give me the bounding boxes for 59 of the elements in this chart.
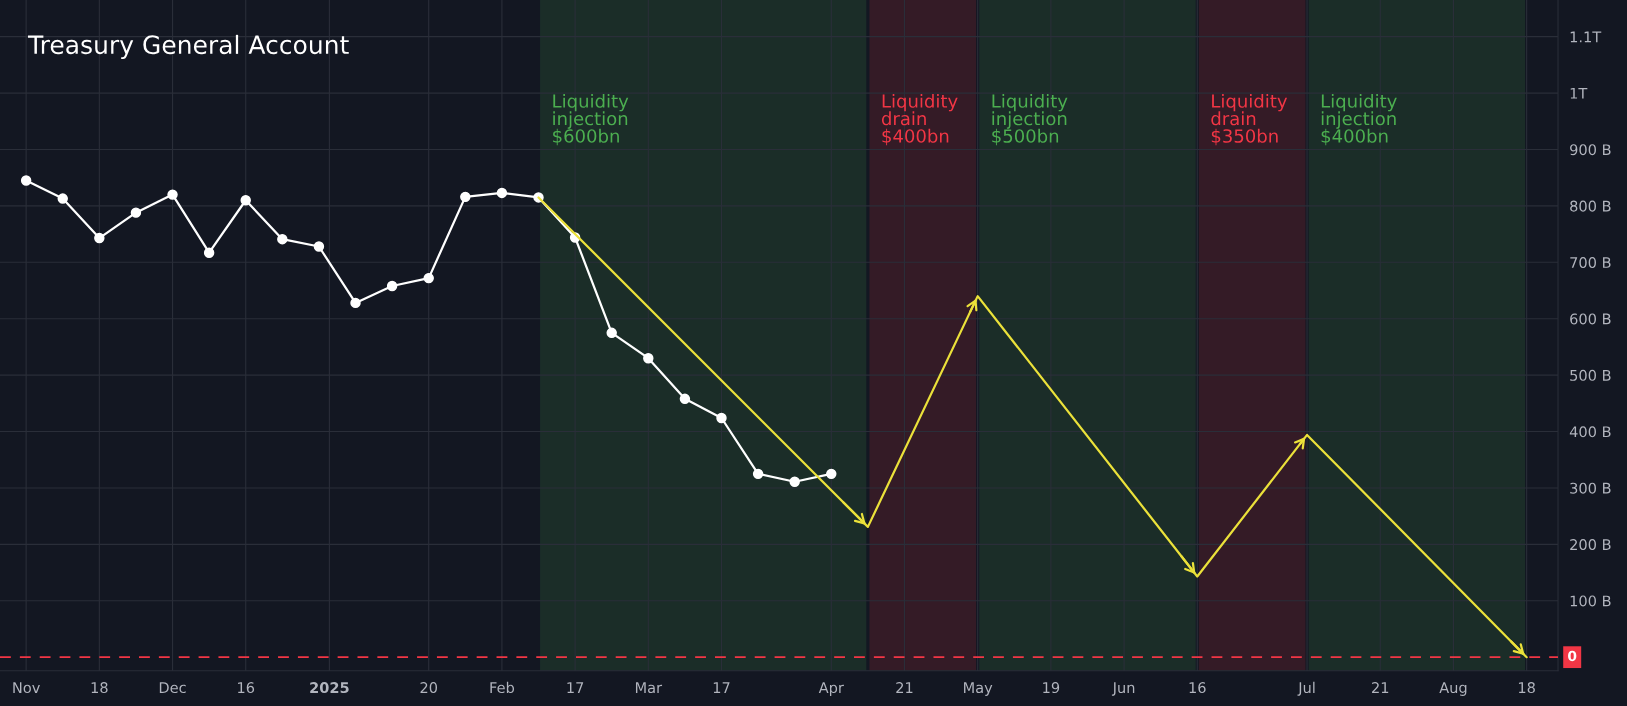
point bbox=[167, 189, 178, 200]
y-tick-label: 400 B bbox=[1569, 426, 1611, 438]
x-tick-label: 16 bbox=[1189, 682, 1206, 694]
band-label: Liquidity injection $500bn bbox=[992, 93, 1068, 146]
point bbox=[20, 175, 32, 186]
point bbox=[240, 195, 251, 206]
x-tick-label: May bbox=[964, 682, 993, 696]
point bbox=[313, 241, 325, 252]
x-tick-label: 18 bbox=[1518, 682, 1535, 694]
x-tick-label: 16 bbox=[238, 682, 255, 694]
x-tick-label: 17 bbox=[713, 682, 730, 693]
band-label: Liquidity injection $400bn bbox=[1321, 93, 1397, 146]
point bbox=[277, 233, 288, 245]
x-tick-label: 21 bbox=[1372, 682, 1389, 693]
y-tick-label: 1T bbox=[1570, 87, 1588, 99]
x-tick-label: Jul bbox=[1297, 681, 1315, 696]
x-tick-label: 2025 bbox=[310, 682, 349, 694]
x-tick-label: Mar bbox=[635, 682, 663, 694]
y-tick-label: 100 B bbox=[1570, 595, 1611, 607]
x-tick-label: Apr bbox=[818, 682, 844, 696]
point bbox=[606, 327, 617, 339]
x-tick-label: Feb bbox=[490, 681, 515, 694]
point bbox=[752, 468, 764, 480]
point bbox=[386, 280, 398, 292]
x-tick-label: Nov bbox=[13, 682, 40, 694]
x-tick-label: 17 bbox=[567, 682, 584, 693]
y-tick-label: 600 B bbox=[1570, 313, 1611, 325]
point bbox=[350, 297, 361, 309]
x-tick-label: 19 bbox=[1043, 682, 1060, 694]
y-tick-label: 800 B bbox=[1570, 200, 1611, 212]
band-label: Liquidity injection $600bn bbox=[553, 93, 629, 146]
x-tick-label: 20 bbox=[420, 682, 438, 694]
x-tick-label: Aug bbox=[1439, 682, 1467, 696]
x-tick-label: 21 bbox=[896, 682, 913, 693]
point bbox=[423, 272, 434, 284]
x-tick-label: Jun bbox=[1111, 682, 1135, 696]
x-tick-label: 18 bbox=[91, 682, 108, 694]
point bbox=[203, 247, 215, 258]
band-label: Liquidity drain $350bn bbox=[1211, 93, 1288, 146]
point bbox=[57, 193, 68, 204]
ref-line-label: 0 bbox=[1568, 650, 1577, 662]
y-tick-label: 500 B bbox=[1570, 369, 1611, 381]
point bbox=[460, 191, 471, 203]
y-tick-label: 1.1T bbox=[1570, 31, 1602, 43]
x-tick-label: Dec bbox=[159, 682, 186, 694]
y-tick-label: 900 B bbox=[1570, 144, 1611, 156]
y-tick-label: 300 B bbox=[1570, 482, 1611, 494]
point bbox=[643, 352, 654, 364]
text: Treasury General Account bbox=[27, 34, 349, 60]
point bbox=[496, 187, 508, 199]
point bbox=[716, 412, 727, 424]
point bbox=[826, 468, 837, 480]
point bbox=[94, 232, 105, 244]
y-tick-label: 700 B bbox=[1570, 257, 1611, 269]
point bbox=[789, 476, 800, 487]
y-tick-label: 200 B bbox=[1570, 539, 1611, 551]
band-label: Liquidity drain $400bn bbox=[881, 93, 958, 146]
point bbox=[679, 393, 691, 405]
point bbox=[130, 207, 142, 218]
